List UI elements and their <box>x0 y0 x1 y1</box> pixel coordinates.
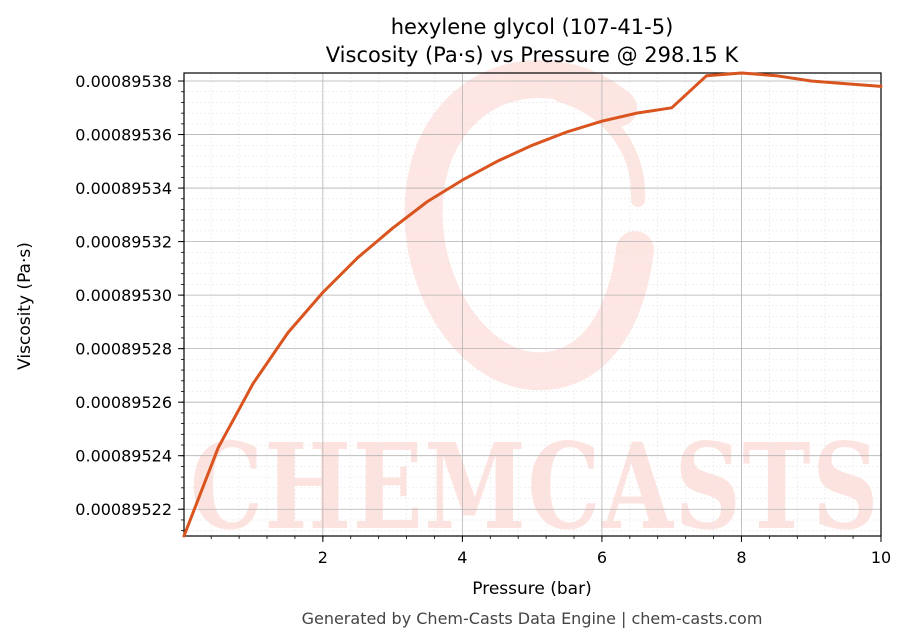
y-tick-label: 0.00089526 <box>75 393 172 412</box>
y-tick-label: 0.00089528 <box>75 340 172 359</box>
x-tick-label: 10 <box>871 548 891 567</box>
footer-credit: Generated by Chem-Casts Data Engine | ch… <box>302 609 763 628</box>
series-layer <box>182 71 883 538</box>
x-tick-label: 6 <box>597 548 607 567</box>
y-tick-label: 0.00089532 <box>75 233 172 252</box>
x-tick-label: 8 <box>736 548 746 567</box>
major-grid <box>184 73 882 536</box>
y-tick-label: 0.00089524 <box>75 447 172 466</box>
x-axis-ticks: 2 4 6 8 10 <box>210 536 891 567</box>
x-axis-label: Pressure (bar) <box>472 579 591 599</box>
minor-grid <box>184 73 881 536</box>
y-tick-label: 0.00089536 <box>75 126 172 145</box>
y-tick-label: 0.00089534 <box>75 179 172 198</box>
y-axis-label: Viscosity (Pa·s) <box>15 242 35 370</box>
watermark: CHEMCASTS <box>190 60 880 556</box>
series-line <box>182 71 883 538</box>
y-tick-label: 0.00089530 <box>75 286 172 305</box>
y-tick-label: 0.00089538 <box>75 72 172 91</box>
y-axis-ticks: 0.00089522 0.00089524 0.00089526 0.00089528… <box>75 72 184 532</box>
y-tick-label: 0.00089522 <box>75 500 172 519</box>
x-tick-label: 2 <box>318 548 328 567</box>
chart-title: hexylene glycol (107-41-5) <box>391 15 674 39</box>
chart-subtitle: Viscosity (Pa·s) vs Pressure @ 298.15 K <box>326 43 740 67</box>
watermark-text: CHEMCASTS <box>190 417 880 556</box>
x-tick-label: 4 <box>457 548 467 567</box>
plot-frame <box>183 72 882 537</box>
